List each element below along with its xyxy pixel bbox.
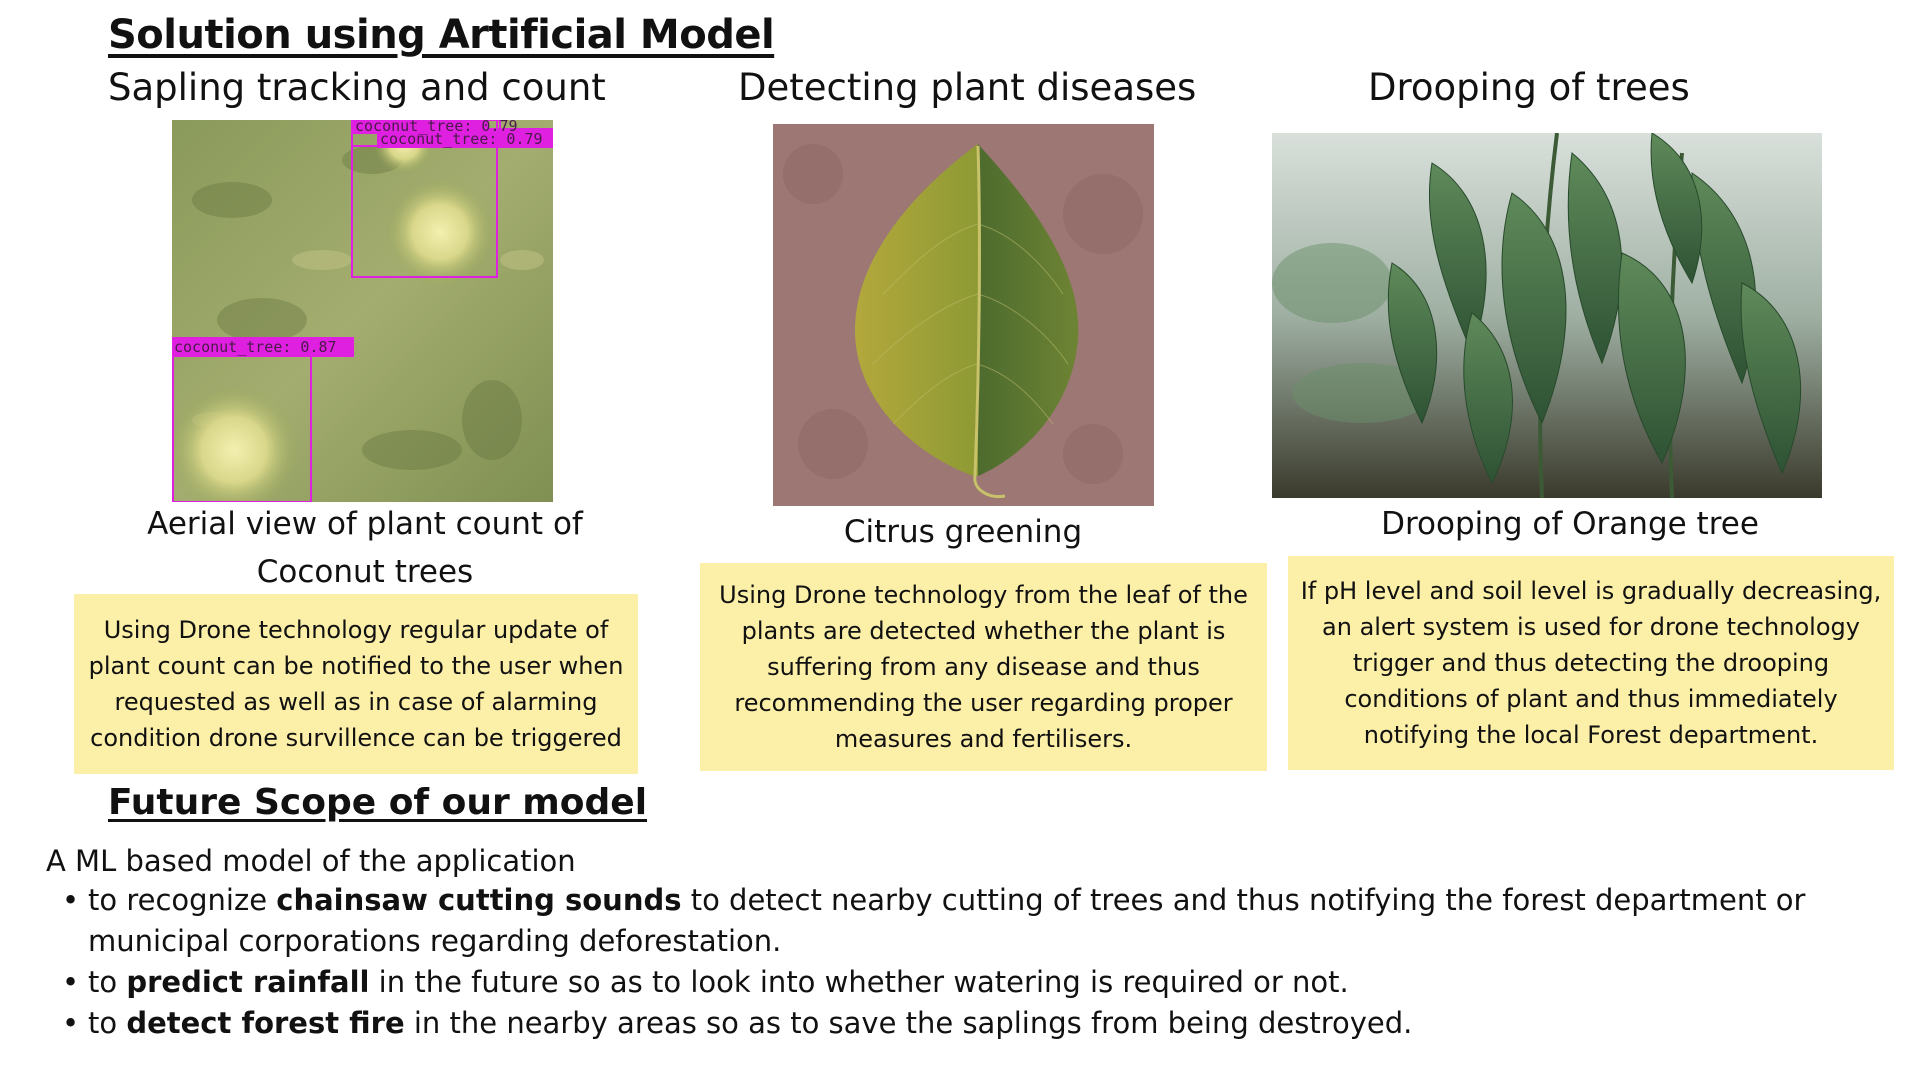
list-item: • to predict rainfall in the future so a…: [46, 962, 1896, 1003]
caption-citrus: Citrus greening: [843, 514, 1083, 550]
description-box-disease: Using Drone technology from the leaf of …: [700, 563, 1267, 771]
bullet-icon: •: [62, 965, 80, 999]
drooping-plant-image: [1272, 133, 1822, 498]
detection-box: [351, 120, 498, 278]
description-box-sapling: Using Drone technology regular update of…: [74, 594, 638, 774]
column-title-drooping: Drooping of trees: [1368, 66, 1690, 109]
column-title-sapling: Sapling tracking and count: [108, 66, 606, 109]
description-disease: Using Drone technology from the leaf of …: [719, 581, 1248, 753]
description-drooping: If pH level and soil level is gradually …: [1300, 577, 1882, 749]
detection-label: coconut_tree: 0.79: [380, 130, 543, 148]
aerial-coconut-image: coconut_tree: 0.79 coconut_tree: 0.79 co…: [172, 120, 553, 502]
caption-aerial: Aerial view of plant count of Coconut tr…: [147, 506, 583, 590]
list-item: • to recognize chainsaw cutting sounds t…: [46, 880, 1896, 962]
detection-label: coconut_tree: 0.87: [174, 338, 337, 356]
bullet-icon: •: [62, 1006, 80, 1040]
page-title: Solution using Artificial Model: [108, 12, 775, 58]
future-scope-heading: Future Scope of our model: [108, 782, 648, 823]
future-scope-intro: A ML based model of the application: [46, 844, 576, 878]
bullet-icon: •: [62, 883, 80, 917]
description-sapling: Using Drone technology regular update of…: [88, 616, 624, 752]
detection-label: coconut_tree: 0.79: [355, 120, 518, 135]
future-scope-list: • to recognize chainsaw cutting sounds t…: [46, 880, 1896, 1044]
caption-drooping: Drooping of Orange tree: [1381, 506, 1759, 542]
citrus-leaf-image: [773, 124, 1154, 506]
list-item: • to detect forest fire in the nearby ar…: [46, 1003, 1896, 1044]
description-box-drooping: If pH level and soil level is gradually …: [1288, 556, 1894, 770]
column-title-disease: Detecting plant diseases: [738, 66, 1197, 109]
